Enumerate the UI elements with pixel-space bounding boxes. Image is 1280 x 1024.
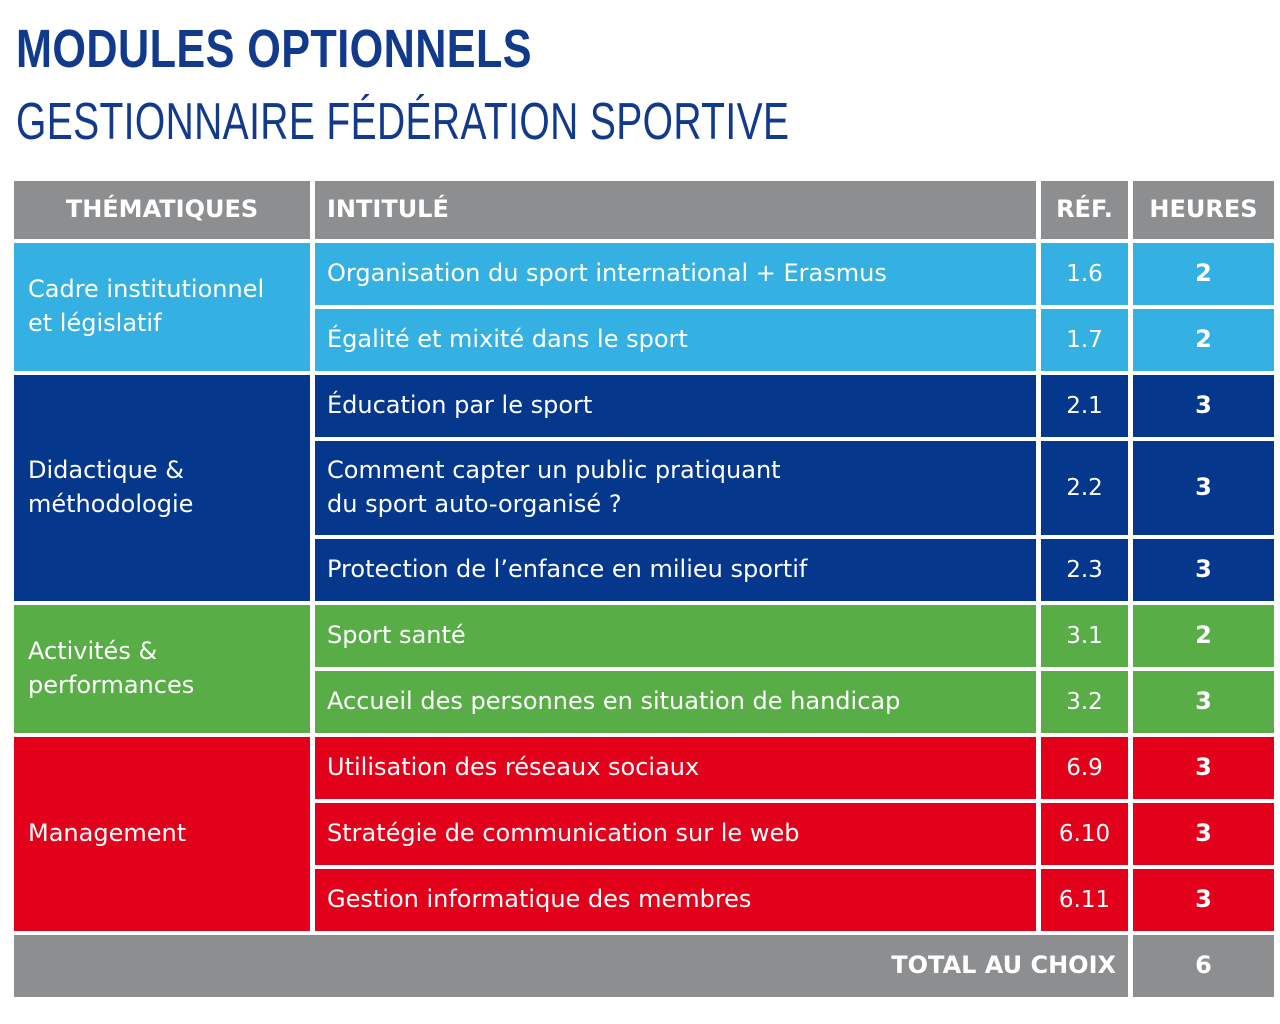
module-ref: 3.2 [1041, 671, 1128, 733]
module-hours: 2 [1133, 605, 1274, 667]
column-header-themes: THÉMATIQUES [14, 181, 310, 239]
module-title: Stratégie de communication sur le web [315, 803, 1036, 865]
theme-cell-institutional: Cadre institutionnel et législatif [14, 243, 310, 371]
module-hours: 3 [1133, 671, 1274, 733]
module-ref: 1.6 [1041, 243, 1128, 305]
page-title: MODULES OPTIONNELS [16, 19, 533, 79]
module-hours: 3 [1133, 869, 1274, 931]
module-title: Accueil des personnes en situation de ha… [315, 671, 1036, 733]
module-title: Organisation du sport international + Er… [315, 243, 1036, 305]
module-ref: 6.9 [1041, 737, 1128, 799]
module-ref: 2.1 [1041, 375, 1128, 437]
module-hours: 3 [1133, 737, 1274, 799]
module-title: Utilisation des réseaux sociaux [315, 737, 1036, 799]
theme-cell-activities: Activités & performances [14, 605, 310, 733]
column-header-title: INTITULÉ [315, 181, 1036, 239]
module-ref: 2.3 [1041, 539, 1128, 601]
module-ref: 3.1 [1041, 605, 1128, 667]
module-hours: 3 [1133, 441, 1274, 535]
column-header-hours: HEURES [1133, 181, 1274, 239]
modules-table: THÉMATIQUES INTITULÉ RÉF. HEURES Cadre i… [14, 181, 1274, 1005]
module-hours: 3 [1133, 375, 1274, 437]
module-hours: 2 [1133, 243, 1274, 305]
module-title: Protection de l’enfance en milieu sporti… [315, 539, 1036, 601]
module-title: Égalité et mixité dans le sport [315, 309, 1036, 371]
module-ref: 6.11 [1041, 869, 1128, 931]
module-ref: 6.10 [1041, 803, 1128, 865]
theme-cell-didactics: Didactique & méthodologie [14, 375, 310, 601]
module-hours: 3 [1133, 539, 1274, 601]
module-title: Gestion informatique des membres [315, 869, 1036, 931]
total-label: TOTAL AU CHOIX [14, 935, 1128, 997]
module-ref: 1.7 [1041, 309, 1128, 371]
theme-cell-management: Management [14, 737, 310, 931]
module-title: Sport santé [315, 605, 1036, 667]
module-ref: 2.2 [1041, 441, 1128, 535]
column-header-ref: RÉF. [1041, 181, 1128, 239]
module-title: Éducation par le sport [315, 375, 1036, 437]
total-value: 6 [1133, 935, 1274, 997]
page-subtitle: GESTIONNAIRE FÉDÉRATION SPORTIVE [16, 93, 790, 151]
module-title: Comment capter un public pratiquant du s… [315, 441, 1036, 535]
module-hours: 3 [1133, 803, 1274, 865]
module-hours: 2 [1133, 309, 1274, 371]
